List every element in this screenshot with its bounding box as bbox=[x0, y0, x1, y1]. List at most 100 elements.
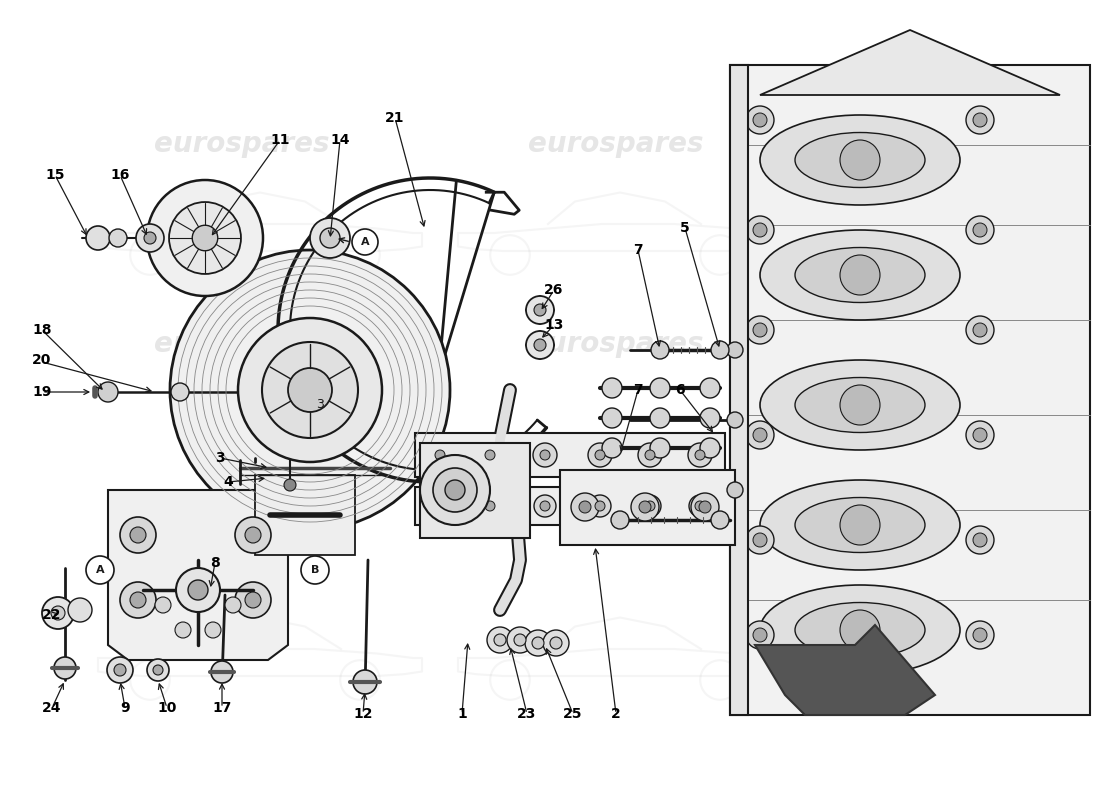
Text: 7: 7 bbox=[634, 383, 642, 397]
Circle shape bbox=[446, 480, 465, 500]
Circle shape bbox=[650, 408, 670, 428]
Circle shape bbox=[188, 580, 208, 600]
Circle shape bbox=[695, 501, 705, 511]
Circle shape bbox=[320, 228, 340, 248]
Text: B: B bbox=[311, 565, 319, 575]
Circle shape bbox=[262, 342, 358, 438]
Circle shape bbox=[169, 202, 241, 274]
Circle shape bbox=[478, 495, 500, 517]
Circle shape bbox=[746, 421, 774, 449]
Ellipse shape bbox=[795, 133, 925, 187]
Circle shape bbox=[571, 493, 600, 521]
Circle shape bbox=[485, 501, 495, 511]
Circle shape bbox=[974, 223, 987, 237]
Text: 13: 13 bbox=[544, 318, 563, 332]
Circle shape bbox=[525, 630, 551, 656]
Circle shape bbox=[966, 621, 994, 649]
Text: 11: 11 bbox=[271, 133, 289, 147]
Text: 18: 18 bbox=[32, 323, 52, 337]
Circle shape bbox=[840, 385, 880, 425]
Circle shape bbox=[588, 495, 610, 517]
Circle shape bbox=[550, 637, 562, 649]
Text: A: A bbox=[361, 237, 370, 247]
Circle shape bbox=[245, 527, 261, 543]
Circle shape bbox=[974, 533, 987, 547]
Circle shape bbox=[588, 443, 612, 467]
Circle shape bbox=[86, 556, 114, 584]
Circle shape bbox=[645, 450, 654, 460]
Text: eurospares: eurospares bbox=[528, 330, 704, 358]
Circle shape bbox=[727, 482, 742, 498]
Circle shape bbox=[352, 229, 378, 255]
Circle shape bbox=[120, 582, 156, 618]
Bar bbox=[730, 65, 1090, 715]
Circle shape bbox=[494, 634, 506, 646]
Circle shape bbox=[711, 511, 729, 529]
Circle shape bbox=[602, 378, 621, 398]
Circle shape bbox=[507, 627, 534, 653]
Circle shape bbox=[727, 412, 742, 428]
Circle shape bbox=[226, 597, 241, 613]
Circle shape bbox=[974, 113, 987, 127]
Circle shape bbox=[602, 438, 621, 458]
Circle shape bbox=[695, 450, 705, 460]
Circle shape bbox=[54, 657, 76, 679]
Text: 21: 21 bbox=[385, 111, 405, 125]
Text: 10: 10 bbox=[157, 701, 177, 715]
Text: 23: 23 bbox=[517, 707, 537, 721]
Text: 8: 8 bbox=[210, 556, 220, 570]
Text: 9: 9 bbox=[120, 701, 130, 715]
Circle shape bbox=[175, 622, 191, 638]
Circle shape bbox=[700, 378, 720, 398]
Text: 26: 26 bbox=[544, 283, 563, 297]
Circle shape bbox=[610, 511, 629, 529]
Circle shape bbox=[700, 438, 720, 458]
Circle shape bbox=[754, 428, 767, 442]
Circle shape bbox=[966, 106, 994, 134]
Circle shape bbox=[650, 438, 670, 458]
Circle shape bbox=[487, 627, 513, 653]
Circle shape bbox=[532, 637, 544, 649]
Text: 20: 20 bbox=[32, 353, 52, 367]
Circle shape bbox=[534, 339, 546, 351]
Circle shape bbox=[746, 216, 774, 244]
Circle shape bbox=[107, 657, 133, 683]
Circle shape bbox=[966, 526, 994, 554]
Text: 19: 19 bbox=[32, 385, 52, 399]
Circle shape bbox=[579, 501, 591, 513]
Circle shape bbox=[205, 622, 221, 638]
Circle shape bbox=[639, 501, 651, 513]
Ellipse shape bbox=[795, 602, 925, 658]
Bar bbox=[415, 433, 725, 477]
Circle shape bbox=[147, 659, 169, 681]
Circle shape bbox=[434, 450, 446, 460]
Text: 24: 24 bbox=[42, 701, 62, 715]
Text: eurospares: eurospares bbox=[154, 130, 330, 158]
Circle shape bbox=[746, 621, 774, 649]
Circle shape bbox=[974, 428, 987, 442]
Circle shape bbox=[974, 323, 987, 337]
Text: 22: 22 bbox=[42, 608, 62, 622]
Circle shape bbox=[98, 382, 118, 402]
Circle shape bbox=[130, 527, 146, 543]
Circle shape bbox=[176, 568, 220, 612]
Circle shape bbox=[211, 661, 233, 683]
Circle shape bbox=[68, 598, 92, 622]
Text: eurospares: eurospares bbox=[528, 130, 704, 158]
Circle shape bbox=[420, 455, 490, 525]
Circle shape bbox=[974, 628, 987, 642]
Circle shape bbox=[650, 378, 670, 398]
Circle shape bbox=[711, 341, 729, 359]
Text: 17: 17 bbox=[212, 701, 232, 715]
Circle shape bbox=[534, 495, 556, 517]
Text: 16: 16 bbox=[110, 168, 130, 182]
Circle shape bbox=[688, 443, 712, 467]
Circle shape bbox=[245, 592, 261, 608]
Circle shape bbox=[754, 323, 767, 337]
Circle shape bbox=[543, 630, 569, 656]
Circle shape bbox=[130, 592, 146, 608]
Ellipse shape bbox=[760, 230, 960, 320]
Circle shape bbox=[526, 296, 554, 324]
Ellipse shape bbox=[760, 115, 960, 205]
Text: 12: 12 bbox=[353, 707, 373, 721]
